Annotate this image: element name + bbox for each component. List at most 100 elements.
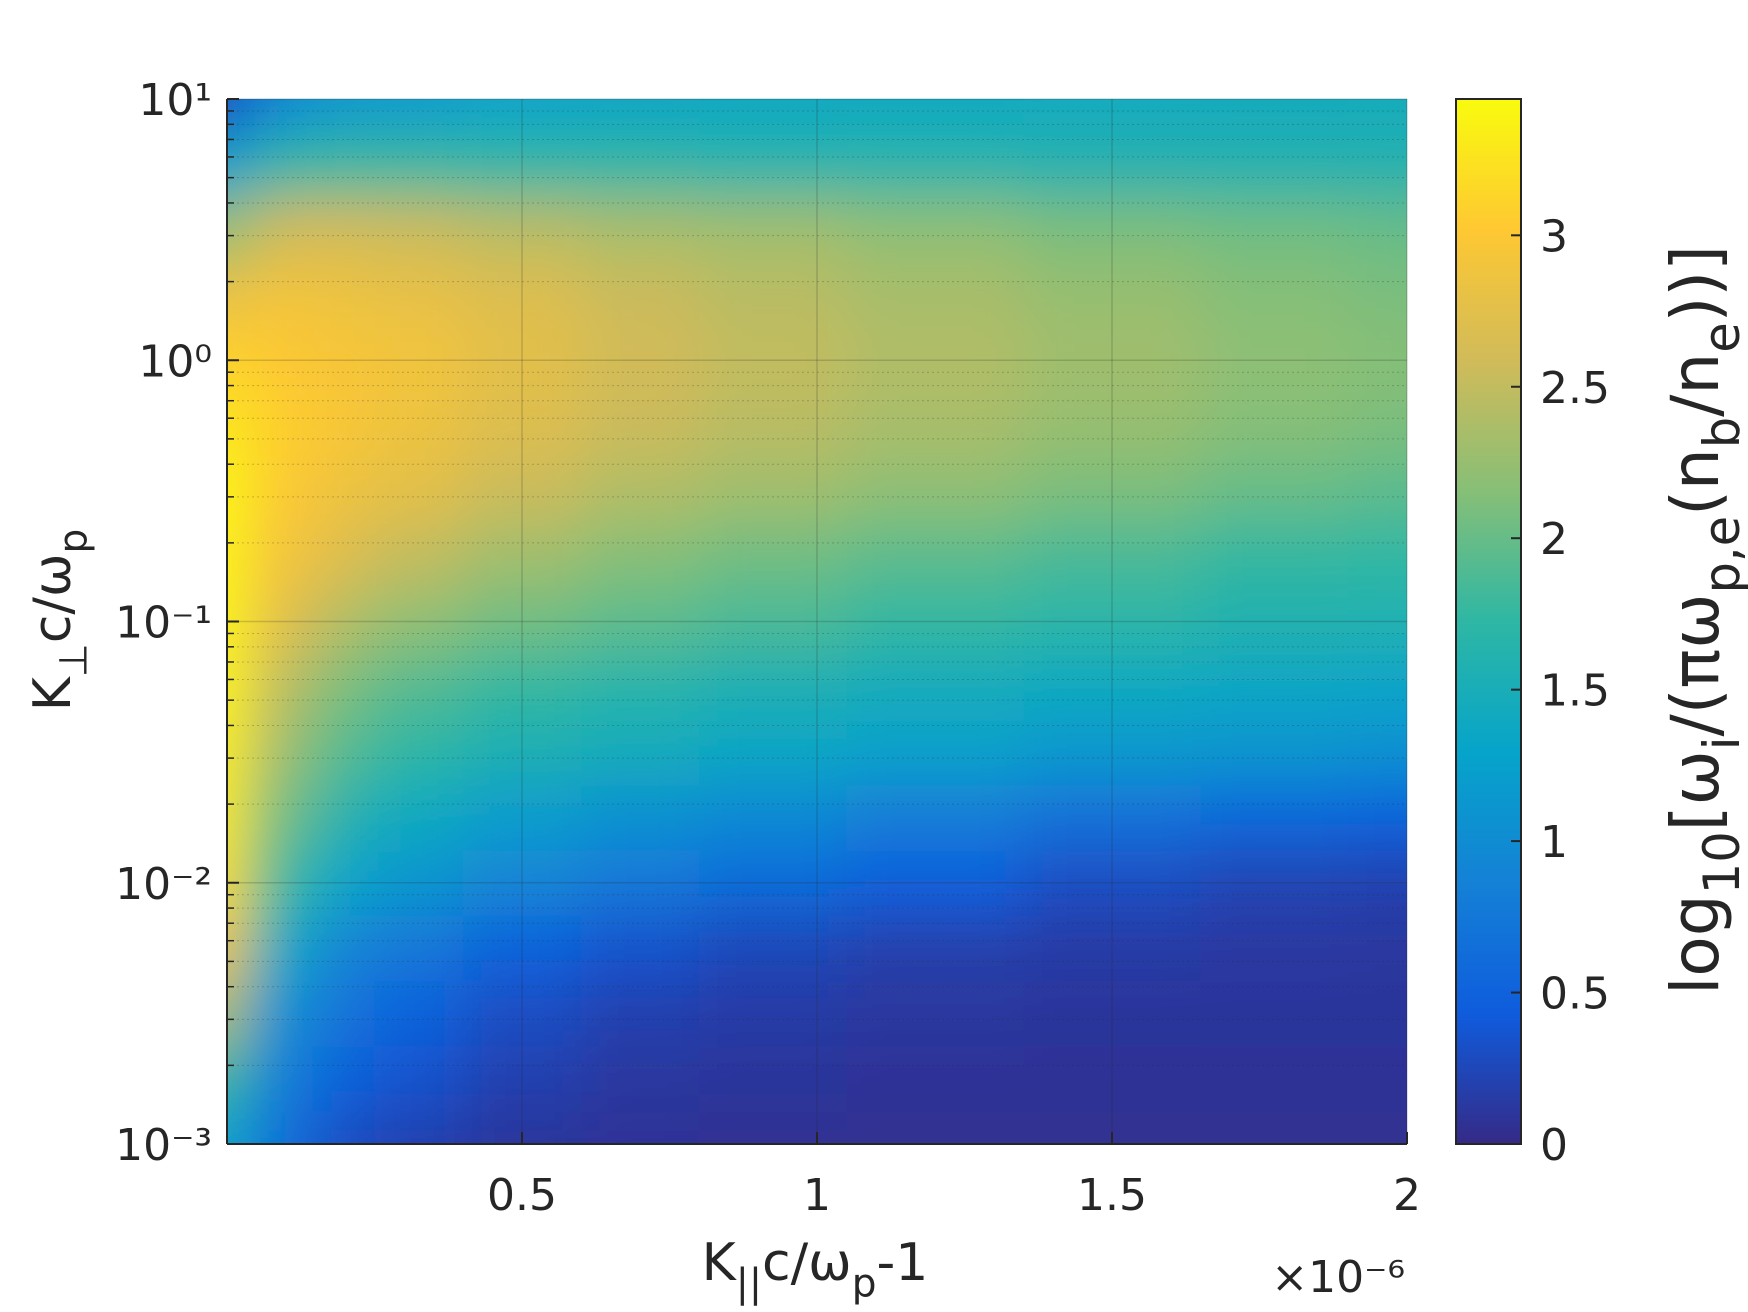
heat-cell [244, 458, 272, 525]
heat-cell [1348, 850, 1407, 916]
heat-cell [271, 1046, 316, 1112]
heat-cell [374, 719, 464, 786]
heat-cell [1200, 197, 1349, 263]
x-axis-label-part: || [736, 1262, 762, 1307]
heat-cell [374, 327, 464, 394]
y-axis-label-part: c/ω [23, 554, 83, 644]
heat-cell [699, 915, 847, 982]
heat-cell [244, 262, 272, 329]
heat-cell [227, 131, 246, 198]
heat-cell [699, 262, 847, 329]
heat-cell [699, 1111, 847, 1144]
heat-cell [1023, 99, 1201, 133]
heat-cell [581, 523, 700, 590]
heat-cell [699, 1046, 847, 1112]
heat-cell [581, 1111, 700, 1144]
heat-cell [315, 719, 375, 786]
heat-cell [699, 131, 847, 198]
heat-cell [1023, 458, 1201, 525]
heat-cell [315, 784, 375, 851]
heat-cell [846, 850, 1024, 916]
heat-cell [699, 588, 847, 655]
heat-cell [244, 1111, 272, 1144]
heat-cell [846, 980, 1024, 1047]
heat-cell [699, 392, 847, 459]
heat-cell [244, 850, 272, 916]
heat-cell [699, 458, 847, 525]
heat-cell [463, 850, 582, 916]
y-axis-label-part: ⊥ [52, 643, 97, 677]
y-axis-label-part: p [52, 529, 97, 554]
heat-cell [463, 458, 582, 525]
y-tick-label: 10⁻¹ [115, 598, 212, 649]
heat-cell [1348, 523, 1407, 590]
heat-cell [463, 131, 582, 198]
heat-cell [846, 1111, 1024, 1144]
heat-cell [227, 262, 246, 329]
heat-cell [1023, 850, 1201, 916]
colorbar-tick-label: 1.5 [1540, 666, 1610, 717]
heat-cell [244, 588, 272, 655]
heat-cell [1200, 327, 1349, 394]
heat-cell [846, 1046, 1024, 1112]
heat-cell [1200, 458, 1349, 525]
heat-cell [1023, 980, 1201, 1047]
heat-cell [271, 327, 316, 394]
heat-cell [1023, 654, 1201, 721]
heat-cell [846, 327, 1024, 394]
heat-cell [271, 719, 316, 786]
heat-cell [315, 1046, 375, 1112]
heat-cell [374, 392, 464, 459]
heat-cell [463, 392, 582, 459]
heat-cell [315, 523, 375, 590]
heat-cell [581, 719, 700, 786]
heat-cell [315, 915, 375, 982]
heat-cell [1200, 99, 1349, 133]
y-tick-label: 10¹ [138, 75, 212, 126]
heat-cell [271, 99, 316, 133]
heat-cell [1023, 523, 1201, 590]
heat-cell [581, 588, 700, 655]
colorbar-label-part: log [1657, 894, 1734, 995]
heat-cell [315, 392, 375, 459]
heat-cell [244, 327, 272, 394]
heat-cell [374, 523, 464, 590]
heat-cell [1348, 99, 1407, 133]
heat-cell [1348, 392, 1407, 459]
heat-cell [581, 458, 700, 525]
heat-cell [581, 262, 700, 329]
colorbar-tick-label: 1 [1540, 817, 1568, 868]
heat-cell [1023, 327, 1201, 394]
x-tick-label: 1 [803, 1170, 831, 1221]
heat-cell [1023, 784, 1201, 851]
heat-cell [1348, 719, 1407, 786]
heat-cell [315, 588, 375, 655]
heat-cell [271, 850, 316, 916]
heat-cell [227, 523, 246, 590]
heat-cell [699, 850, 847, 916]
heat-cell [463, 1046, 582, 1112]
heat-cell [244, 197, 272, 263]
heat-cell [374, 850, 464, 916]
y-tick-label: 10⁻² [115, 859, 212, 910]
heat-cell [1200, 784, 1349, 851]
heat-cell [846, 392, 1024, 459]
heat-cell [581, 392, 700, 459]
heat-cell [1200, 719, 1349, 786]
heat-cell [846, 654, 1024, 721]
heat-cell [463, 915, 582, 982]
heat-cell [1200, 262, 1349, 329]
heat-cell [1200, 915, 1349, 982]
heat-cell [846, 197, 1024, 263]
heat-cell [581, 654, 700, 721]
heat-cell [463, 327, 582, 394]
heat-cell [244, 654, 272, 721]
heat-cell [374, 197, 464, 263]
heat-cell [1348, 1046, 1407, 1112]
heat-cell [581, 850, 700, 916]
heat-cell [581, 197, 700, 263]
heat-cell [699, 197, 847, 263]
colorbar-tick-label: 0.5 [1540, 969, 1610, 1020]
heat-cell [315, 458, 375, 525]
heat-cell [846, 588, 1024, 655]
